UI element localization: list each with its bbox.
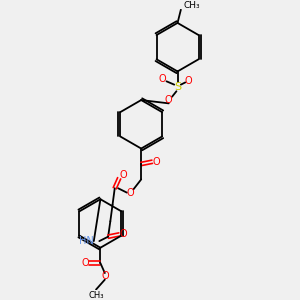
Text: CH₃: CH₃ [183,1,200,10]
Text: O: O [101,272,109,281]
Text: O: O [120,230,128,239]
Text: O: O [158,74,166,84]
Text: O: O [165,95,172,105]
Text: O: O [81,258,89,268]
Text: O: O [120,170,128,180]
Text: O: O [185,76,192,86]
Text: O: O [126,188,134,198]
Text: S: S [174,82,181,92]
Text: HN: HN [79,236,94,246]
Text: O: O [153,157,160,167]
Text: CH₃: CH₃ [88,291,104,300]
